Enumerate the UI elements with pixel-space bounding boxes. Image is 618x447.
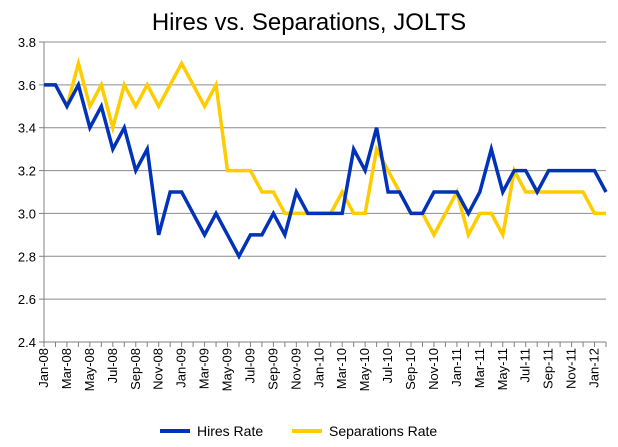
y-tick-label: 3.0 [18, 206, 36, 221]
x-tick-label: Jan-10 [311, 348, 326, 388]
y-tick-label: 3.8 [18, 35, 36, 50]
x-tick-label: Jul-11 [518, 348, 533, 382]
x-tick-label: Jan-08 [36, 348, 51, 388]
y-tick-label: 2.6 [18, 292, 36, 307]
x-tick-label: Mar-11 [472, 348, 487, 388]
x-tick-label: Jan-12 [587, 348, 602, 388]
series-line-hires-rate [44, 80, 608, 260]
x-tick-label: Sep-09 [265, 348, 280, 390]
x-tick-label: May-09 [220, 348, 235, 391]
x-tick-label: Nov-10 [426, 348, 441, 390]
y-tick-label: 2.8 [18, 249, 36, 264]
x-tick-label: Sep-10 [403, 348, 418, 390]
x-tick-label: Sep-08 [128, 348, 143, 390]
x-tick-label: May-11 [495, 348, 510, 390]
x-tick-label: Nov-11 [564, 348, 579, 389]
x-tick-label: Jan-11 [449, 348, 464, 387]
x-tick-label: Jul-08 [105, 348, 120, 383]
y-tick-label: 3.4 [18, 121, 36, 136]
y-axis-ticks: 2.4 2.6 2.8 3.0 3.2 3.4 3.6 3.8 [18, 35, 44, 350]
x-tick-label: Mar-08 [59, 348, 74, 389]
x-tick-label: May-08 [82, 348, 97, 391]
y-tick-label: 3.6 [18, 78, 36, 93]
x-tick-label: May-10 [357, 348, 372, 391]
x-tick-label: Nov-08 [151, 348, 166, 390]
series-lines [44, 56, 608, 260]
legend-label-hires-rate: Hires Rate [197, 423, 263, 439]
x-tick-label: Mar-09 [197, 348, 212, 389]
x-tick-label: Jan-09 [174, 348, 189, 388]
x-axis-ticks: Jan-08 Mar-08 May-08 Jul-08 Sep-08 Nov-08 Jan-… [36, 342, 607, 391]
x-tick-label: Jul-10 [380, 348, 395, 383]
x-tick-label: Jul-09 [242, 348, 257, 383]
legend-label-separations-rate: Separations Rate [329, 423, 437, 439]
axes [43, 42, 606, 343]
x-tick-label: Mar-10 [334, 348, 349, 389]
x-tick-label: Nov-09 [288, 348, 303, 390]
y-tick-label: 3.2 [18, 164, 36, 179]
chart-title: Hires vs. Separations, JOLTS [152, 9, 466, 36]
y-tick-label: 2.4 [18, 335, 36, 350]
x-tick-label: Sep-11 [541, 348, 556, 389]
legend: Hires Rate Separations Rate [160, 423, 437, 439]
